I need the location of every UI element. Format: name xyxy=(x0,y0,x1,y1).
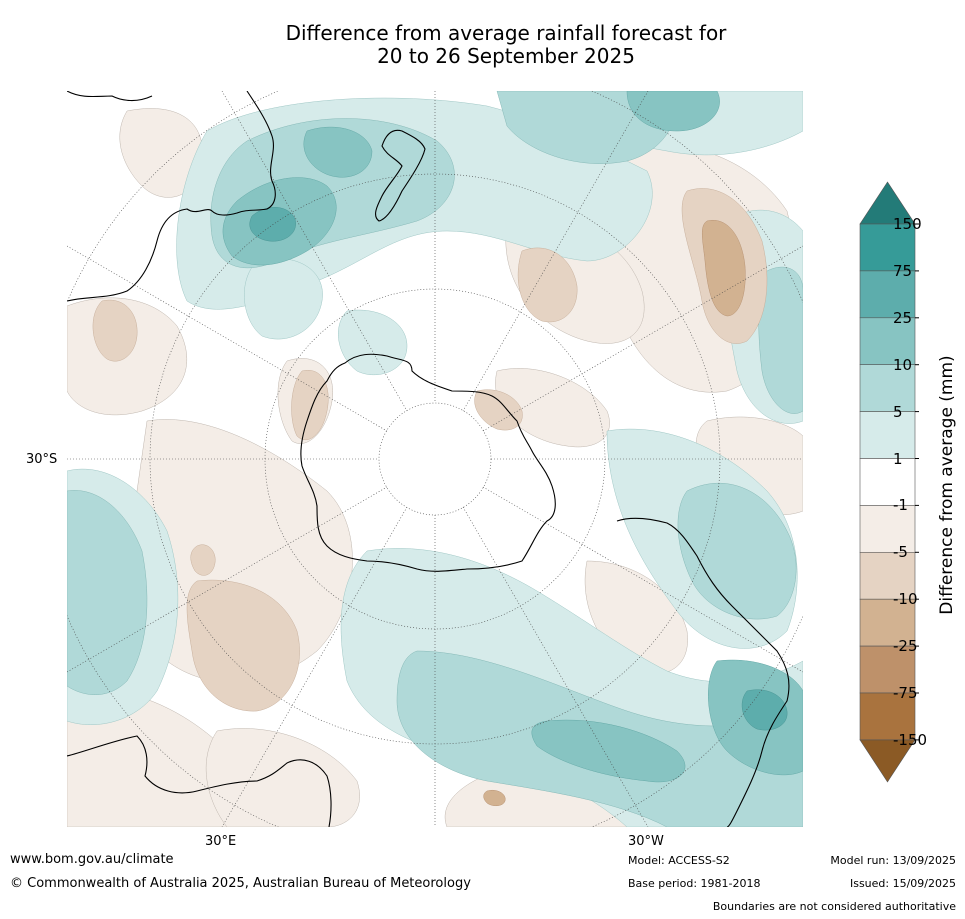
footer-url[interactable]: www.bom.gov.au/climate xyxy=(10,852,174,867)
wet-anomaly-strong-areas xyxy=(222,91,803,783)
colorbar-band-bm25_m10 xyxy=(859,598,916,647)
graticule xyxy=(67,91,803,827)
colorbar-tick-label: 5 xyxy=(893,402,903,421)
colorbar-tick-label: -5 xyxy=(893,543,908,562)
new-guinea-coastline xyxy=(67,91,153,102)
colorbar-tick-label: -10 xyxy=(893,590,918,609)
australia-coastline xyxy=(67,91,276,302)
colorbar-extend-bottom xyxy=(859,739,916,783)
footer-copyright: © Commonwealth of Australia 2025, Austra… xyxy=(10,876,471,891)
colorbar-band-b1_5 xyxy=(859,411,916,459)
colorbar-tick-label: -75 xyxy=(893,684,918,702)
colorbar-band-bm1_1 xyxy=(859,458,916,506)
footer-model-run: Model run: 13/09/2025 xyxy=(830,854,956,867)
new-zealand-coastline xyxy=(375,129,426,222)
title-line-1: Difference from average rainfall forecas… xyxy=(285,21,727,45)
colorbar-tick-label: -150 xyxy=(893,730,928,749)
south-america-coastline xyxy=(616,517,790,827)
lon-label-30w: 30°W xyxy=(628,834,664,849)
colorbar-band-b10_25 xyxy=(859,317,916,366)
footer-issued: Issued: 15/09/2025 xyxy=(849,877,956,890)
colorbar-band-b75_150 xyxy=(859,223,916,272)
footer-base-period: Base period: 1981-2018 xyxy=(628,877,761,890)
colorbar-tick-label: 10 xyxy=(893,355,913,374)
colorbar-band-bm10_m5 xyxy=(859,551,916,600)
colorbar-tick-label: 150 xyxy=(893,215,922,233)
antarctica-coastline xyxy=(300,353,556,572)
colorbar-tick-label: -25 xyxy=(893,637,918,656)
colorbar-tick-label: 1 xyxy=(893,449,903,468)
footer-model: Model: ACCESS-S2 xyxy=(628,854,730,867)
colorbar xyxy=(859,181,919,783)
africa-coastline xyxy=(67,735,332,827)
dry-anomaly-strong-areas xyxy=(483,219,746,806)
footer-disclaimer: Boundaries are not considered authoritat… xyxy=(712,900,956,913)
map-title: Difference from average rainfall forecas… xyxy=(0,22,965,68)
colorbar-band-b25_75 xyxy=(859,270,916,319)
lat-label-30s: 30°S xyxy=(26,452,58,467)
colorbar-band-bm5_m1 xyxy=(859,505,916,553)
title-line-2: 20 to 26 September 2025 xyxy=(377,44,635,68)
rainfall-anomaly-map xyxy=(67,91,803,827)
colorbar-tick-label: -1 xyxy=(893,496,908,515)
colorbar-tick-label: 25 xyxy=(893,308,913,327)
colorbar-title: Difference from average (mm) xyxy=(937,355,957,615)
colorbar-band-bm75_m25 xyxy=(859,645,916,694)
lon-label-30e: 30°E xyxy=(205,834,237,849)
coastlines xyxy=(67,91,790,827)
colorbar-tick-label: 75 xyxy=(893,261,913,280)
